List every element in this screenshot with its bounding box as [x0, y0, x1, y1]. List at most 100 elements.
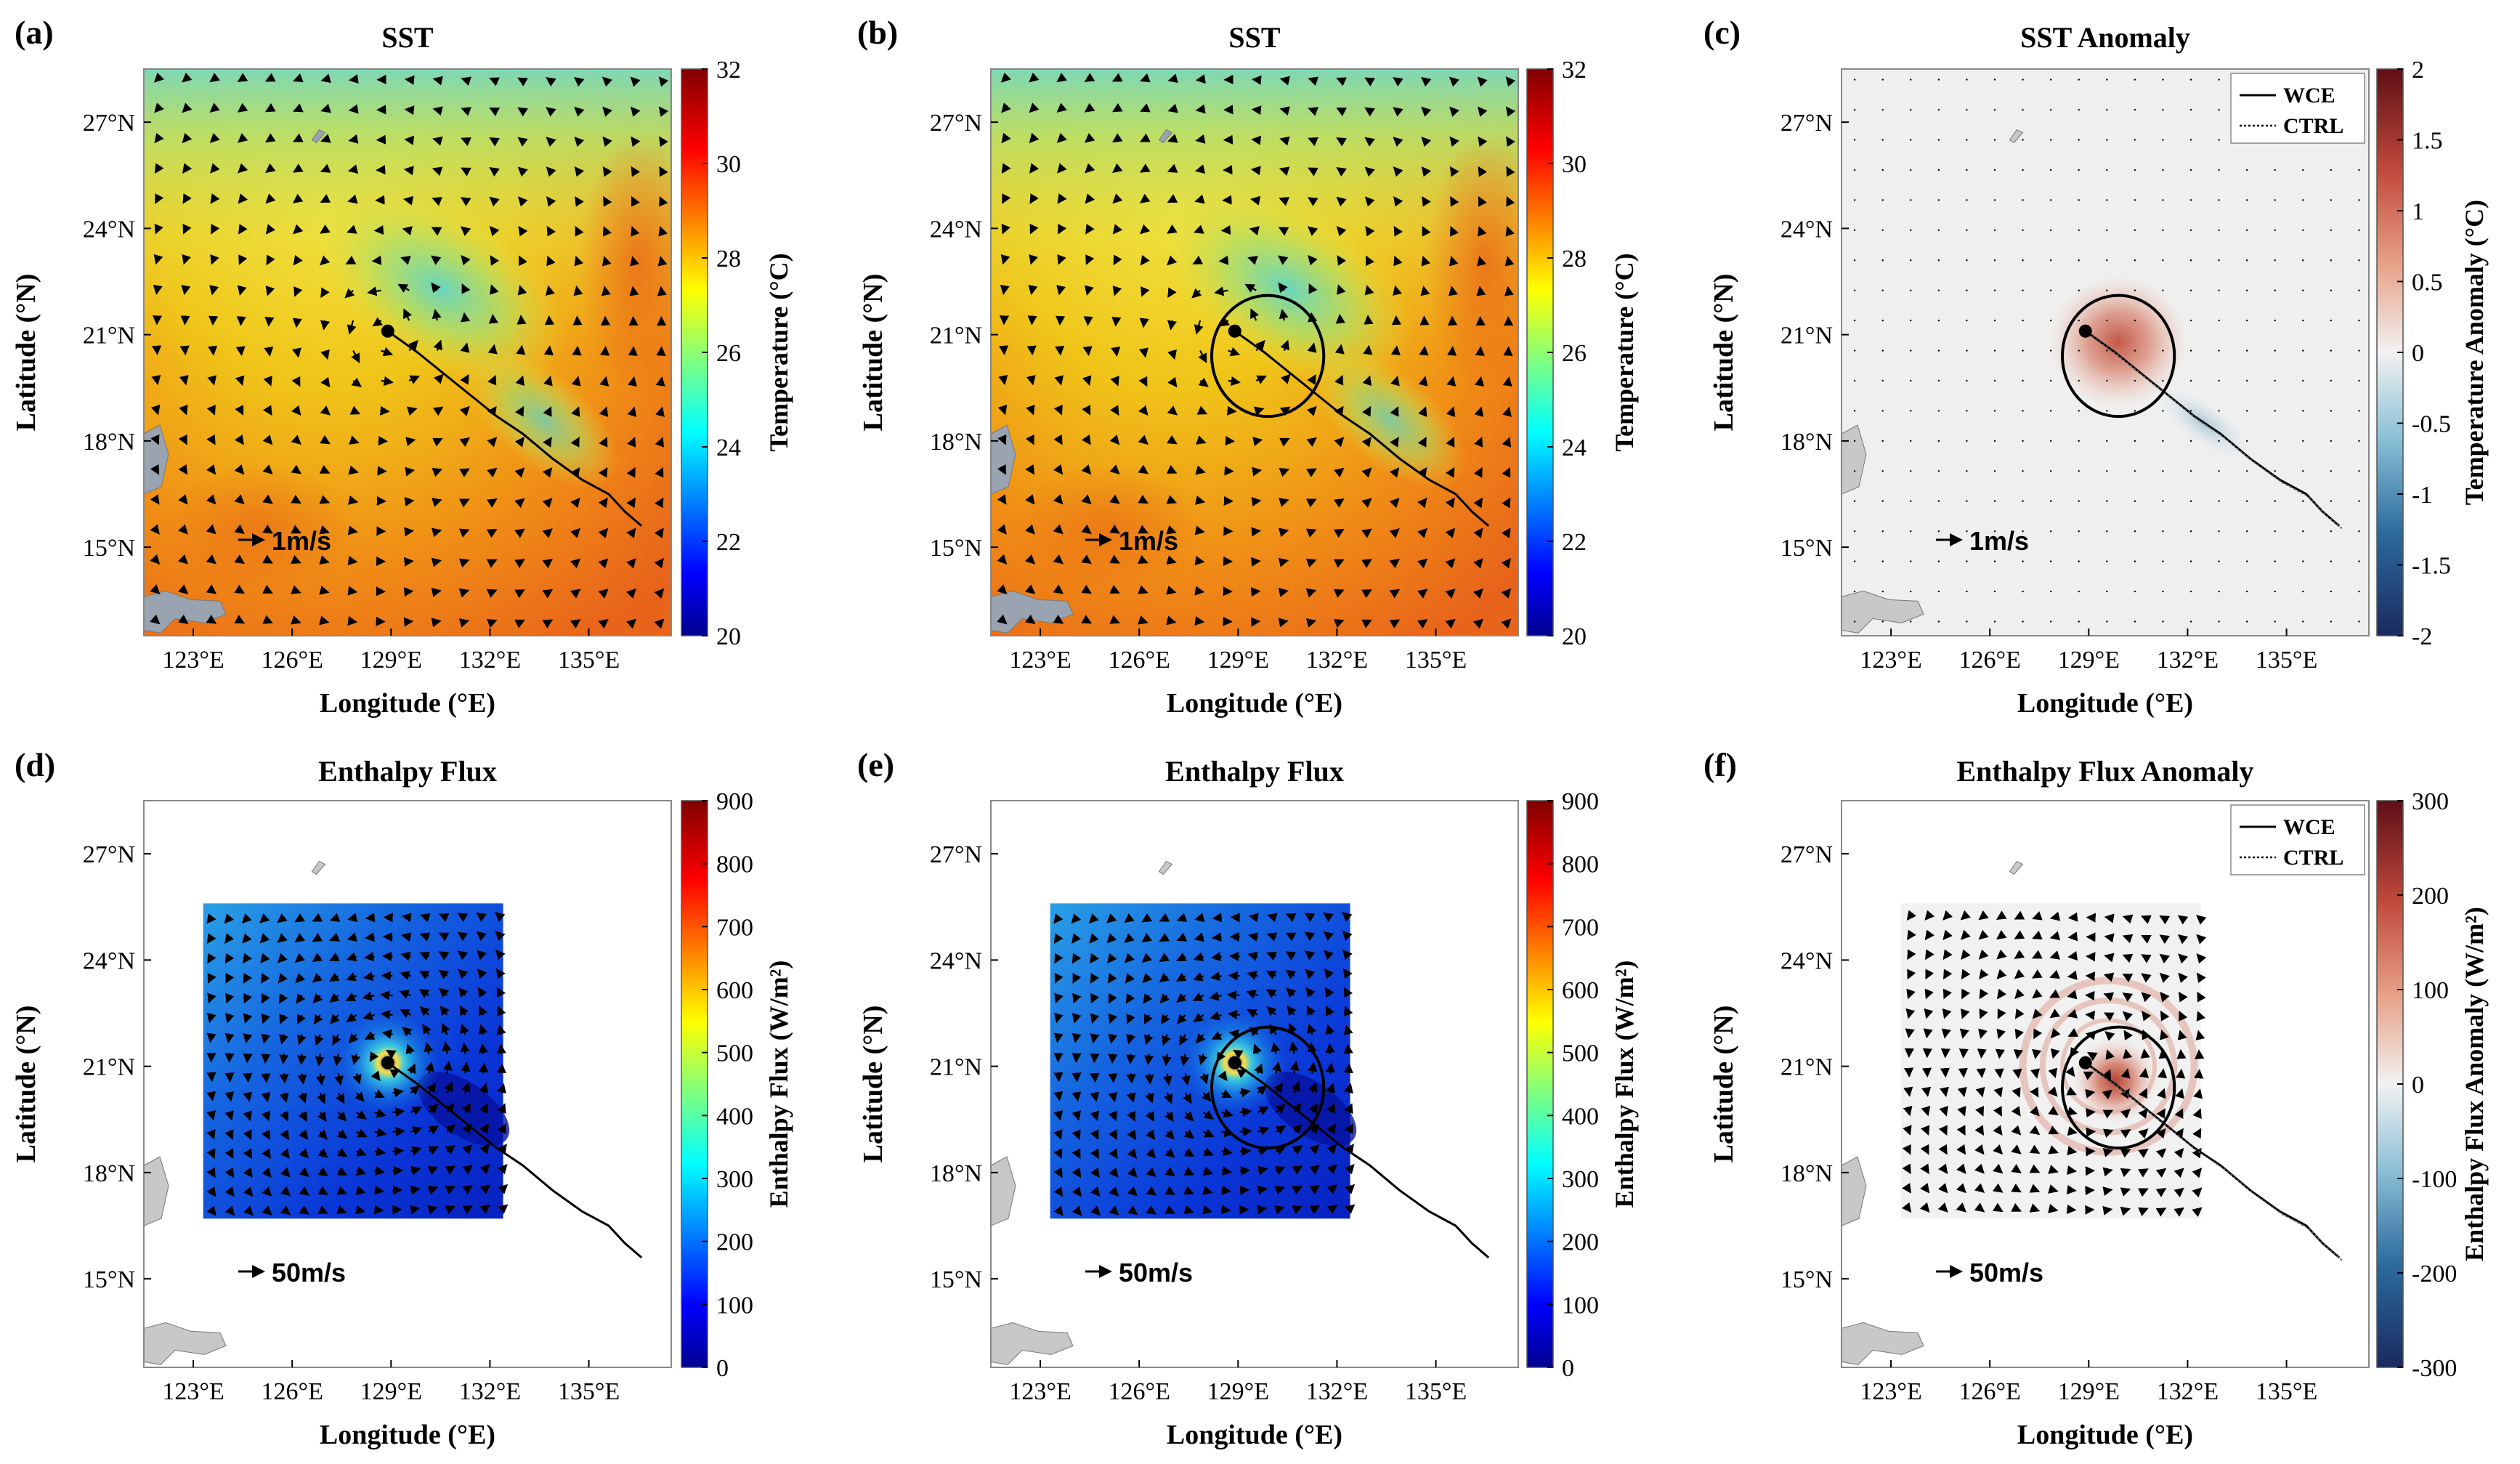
vector-arrow — [1085, 163, 1095, 174]
vector-arrow — [1448, 286, 1458, 296]
vector-arrow — [1966, 108, 1968, 111]
vector-arrow — [243, 1167, 253, 1178]
vector-arrow — [1472, 588, 1483, 599]
vector-arrow — [487, 437, 498, 448]
vector-arrow — [1336, 137, 1347, 147]
vector-arrow — [487, 467, 498, 478]
vector-arrow — [291, 585, 301, 594]
vector-arrow — [496, 987, 506, 998]
vector-arrow — [1071, 953, 1082, 964]
vector-arrow — [1937, 78, 1940, 81]
vector-arrow — [178, 464, 188, 475]
vector-arrow — [320, 287, 330, 299]
vector-arrow — [1853, 289, 1856, 291]
colorbar-tick-label: 800 — [1562, 852, 1599, 878]
vector-arrow — [2358, 590, 2360, 593]
vector-arrow — [1053, 1167, 1063, 1178]
vector-arrow — [2012, 1068, 2022, 1079]
vector-arrow — [2029, 1184, 2041, 1193]
vector-arrow — [1943, 968, 1953, 980]
vector-arrow — [1504, 256, 1515, 267]
vector-arrow — [517, 137, 528, 147]
vector-arrow — [2162, 78, 2164, 81]
vector-arrow — [1393, 255, 1403, 267]
vector-arrow — [630, 76, 641, 87]
vector-arrow — [1126, 1014, 1135, 1024]
vector-arrow — [2078, 229, 2080, 232]
vector-arrow — [182, 254, 192, 265]
vector-arrow — [1167, 73, 1178, 84]
vector-arrow — [1881, 139, 1884, 141]
colorbar-tick-label: 24 — [1562, 434, 1587, 461]
vector-arrow — [1198, 377, 1209, 387]
vector-arrow — [658, 76, 669, 87]
vector-arrow — [1853, 440, 1856, 442]
vector-arrow — [261, 1073, 271, 1083]
vector-arrow — [1167, 320, 1178, 331]
vector-arrow — [2162, 560, 2164, 562]
vector-arrow — [262, 525, 273, 534]
vector-arrow — [1993, 349, 1996, 352]
y-tick-label: 18°N — [1780, 1160, 1833, 1187]
vector-arrow — [514, 619, 525, 628]
vector-arrow — [1053, 494, 1063, 505]
vector-arrow — [498, 1184, 509, 1194]
vector-arrow — [243, 973, 253, 984]
vector-arrow — [1053, 1148, 1063, 1160]
vector-arrow — [224, 1013, 235, 1024]
vector-arrow — [461, 1102, 471, 1114]
vector-arrow — [1966, 78, 1968, 81]
vector-arrow — [1501, 588, 1512, 599]
vector-arrow — [1308, 167, 1318, 177]
vector-arrow — [459, 437, 470, 448]
x-axis-label: Longitude (°E) — [1167, 688, 1342, 719]
vector-arrow — [1390, 406, 1399, 417]
vector-arrow — [517, 166, 528, 177]
vector-arrow — [261, 1013, 271, 1024]
vector-arrow — [1478, 195, 1487, 207]
vector-arrow — [1910, 470, 1912, 472]
vector-arrow — [182, 132, 193, 144]
land-luzon — [991, 1156, 1016, 1226]
vector-arrow — [2302, 259, 2304, 262]
x-tick-label: 123°E — [1860, 1378, 1921, 1405]
vector-arrow — [2049, 78, 2052, 81]
vector-arrow — [1279, 197, 1290, 206]
vector-arrow — [1993, 139, 1996, 141]
vector-arrow — [439, 987, 450, 998]
vector-arrow — [419, 1006, 430, 1016]
vector-arrow — [2245, 379, 2248, 382]
colorbar-label: Enthalpy Flux (W/m²) — [1610, 961, 1639, 1208]
vector-arrow — [297, 1053, 307, 1066]
vector-arrow — [355, 1185, 366, 1195]
vector-arrow — [515, 405, 524, 417]
vector-arrow — [458, 968, 469, 979]
vector-arrow — [1910, 319, 1912, 322]
vector-arrow — [1249, 226, 1260, 235]
vector-arrow — [1278, 527, 1289, 538]
y-axis-label: Latitude (°N) — [11, 274, 41, 432]
colorbar-tick-label: 700 — [1562, 914, 1599, 941]
vector-arrow — [460, 226, 471, 236]
vector-arrow — [2189, 169, 2192, 171]
x-tick-label: 129°E — [360, 647, 422, 674]
vector-arrow — [2049, 199, 2052, 201]
vector-arrow — [1090, 1148, 1100, 1160]
vector-arrow — [1053, 615, 1064, 624]
vector-arrow — [1090, 1091, 1100, 1102]
vector-arrow — [1389, 558, 1401, 569]
vector-arrow — [210, 254, 219, 265]
map-field — [1842, 69, 2369, 636]
vector-arrow — [1881, 500, 1884, 502]
vector-arrow — [224, 1091, 235, 1102]
vector-arrow — [655, 466, 664, 478]
vector-arrow — [1125, 993, 1135, 1004]
y-tick-label: 18°N — [83, 429, 135, 456]
vector-arrow — [2330, 349, 2333, 352]
x-tick-label: 126°E — [1109, 647, 1170, 674]
vector-arrow — [182, 193, 192, 204]
vector-arrow — [1881, 590, 1884, 593]
vector-arrow — [329, 953, 340, 961]
panel-label: (b) — [857, 14, 898, 51]
vector-arrow — [2134, 379, 2136, 382]
